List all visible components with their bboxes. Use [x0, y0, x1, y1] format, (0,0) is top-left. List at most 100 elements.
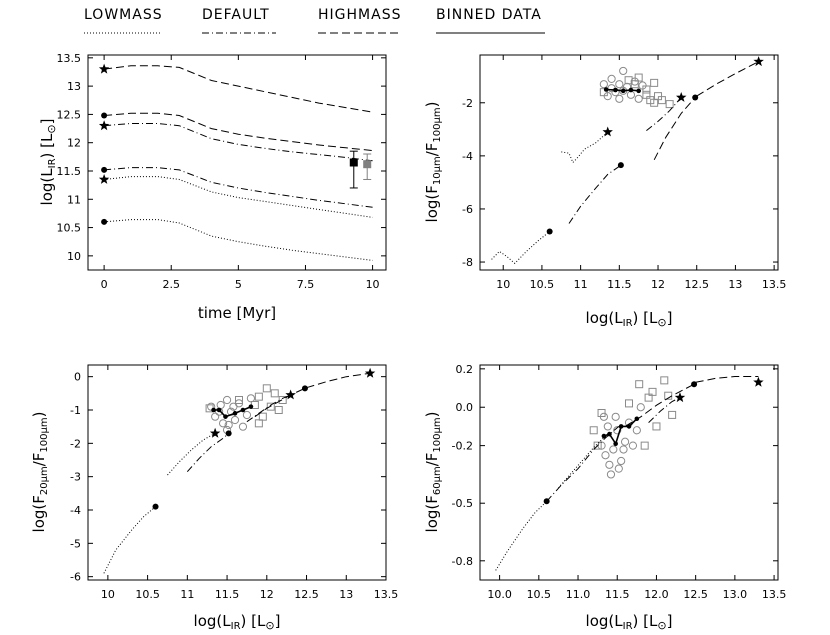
scatter-circle-point: [224, 420, 233, 430]
star-marker: [676, 92, 687, 102]
scatter-circle-point: [634, 94, 643, 103]
scatter-circle-point: [632, 426, 641, 435]
y-axis-label: log(F20μm/F100μm): [30, 412, 50, 533]
y-tick-label: -1: [70, 404, 81, 417]
series-line-lowmass-b: [104, 176, 373, 218]
scatter-square-point: [624, 76, 633, 85]
panel-frame: [479, 54, 779, 271]
series-line-lowmass-b: [561, 131, 609, 164]
x-tick-label: 10.0: [487, 588, 512, 601]
axis-ticks: 10 10.5 11 11.5 12 12.5 13 13.5 0 -1 -2 -3 -4 -5 -6: [70, 365, 398, 601]
legend-label-binned: BINNED DATA: [436, 7, 542, 23]
x-tick-label: 5: [235, 278, 242, 291]
dot-marker: [691, 381, 698, 388]
series-line-highmass-a: [254, 387, 306, 418]
scatter-circle-point: [216, 400, 225, 410]
scatter-circle-point: [211, 412, 220, 421]
marker-group: [152, 367, 376, 510]
binned-dot-marker: [601, 433, 607, 439]
series-line-highmass-a: [104, 112, 373, 152]
y-axis-label: log(F60μm/F100μm): [423, 412, 443, 533]
dot-marker: [692, 94, 699, 101]
y-tick-label: -0.8: [452, 555, 473, 568]
star-marker: [602, 126, 613, 137]
scatter-circle-point: [606, 470, 616, 479]
y-tick-label: 0: [74, 371, 81, 384]
y-tick-label: 13.5: [57, 52, 82, 65]
x-tick-label: 12: [260, 588, 274, 601]
binned-dot-marker: [626, 424, 632, 429]
y-tick-label: 11.5: [57, 165, 82, 178]
x-tick-label: 12.0: [644, 588, 669, 601]
y-tick-label: 10: [67, 250, 81, 263]
panel-frame: [87, 364, 387, 581]
x-tick-label: 10.5: [530, 278, 555, 291]
binned-dot-marker: [613, 87, 618, 93]
x-tick-label: 11: [180, 588, 194, 601]
star-marker: [364, 367, 376, 378]
scatter-circle-point: [619, 445, 628, 454]
x-tick-label: 10: [101, 588, 115, 601]
x-tick-label: 13: [339, 588, 353, 601]
x-tick-label: 11.5: [215, 588, 240, 601]
marker-group: [98, 63, 372, 225]
x-tick-label: 11.5: [605, 588, 630, 601]
dot-marker: [152, 503, 159, 510]
x-tick-label: 12: [651, 278, 665, 291]
marker-group: [546, 56, 764, 235]
y-tick-label: -6: [70, 571, 81, 584]
series-group: [103, 372, 371, 574]
scatter-circle-point: [230, 415, 240, 425]
scatter-circle-point: [238, 422, 248, 431]
scatter-circle-point: [615, 94, 624, 103]
legend-label-highmass: HIGHMASS: [318, 7, 401, 23]
y-tick-label: -4: [70, 504, 81, 517]
y-tick-label: -5: [70, 537, 81, 550]
x-tick-label: 13.5: [374, 588, 399, 601]
panel-luminosity-vs-time: 0 2.5 5 7.5 10 10 10.5 11 11.5 12 12.5 13 13.5 time …: [38, 52, 387, 322]
series-line-default-b: [646, 97, 682, 131]
scatter-circle-point: [615, 80, 624, 89]
y-tick-label: -0.2: [452, 440, 473, 453]
scatter-circle-point: [628, 441, 638, 450]
series-line-highmass-b: [695, 376, 759, 383]
y-axis-label: log(LIR) [L⊙]: [38, 119, 58, 206]
y-tick-label: -4: [462, 150, 473, 163]
y-tick-label: -6: [462, 203, 473, 216]
scatter-circle-point: [607, 74, 616, 83]
scatter-circle-point: [609, 445, 618, 454]
binned-square-marker: [363, 160, 372, 169]
scatter-square-point: [650, 98, 659, 107]
scatter-circle-point: [242, 410, 252, 420]
binned-dot-marker: [211, 407, 216, 413]
x-tick-label: 11.5: [607, 278, 632, 291]
panel-frame: [479, 364, 779, 581]
scatter-square-point: [254, 392, 263, 401]
star-marker: [753, 56, 764, 67]
scatter-square-point: [254, 419, 263, 428]
binned-dot-marker: [223, 414, 228, 419]
binned-dot-marker: [248, 404, 254, 409]
series-line-default-a: [568, 164, 622, 224]
x-axis-label: log(LIR) [L⊙]: [586, 612, 673, 632]
scatter-square-point: [270, 389, 279, 398]
marker-group: [543, 376, 764, 505]
series-line-lowmass-b: [167, 432, 216, 476]
scatter-square-point: [589, 426, 598, 435]
scatter-circle-point: [229, 402, 238, 411]
x-tick-label: 10: [366, 278, 380, 291]
scatter-square-point: [642, 90, 651, 99]
dot-marker: [101, 112, 108, 119]
y-tick-label: 12.5: [57, 108, 82, 121]
scatter-circle-point: [620, 437, 630, 446]
scatter-square-point: [599, 88, 608, 97]
scatter-square-point: [634, 73, 643, 82]
axis-ticks: 10.0 10.5 11.0 11.5 12.0 12.5 13.0 13.5 0.2 0.0 -0…: [452, 363, 787, 601]
star-marker: [285, 389, 296, 400]
series-line-lowmass-a: [491, 231, 551, 265]
x-tick-label: 12.5: [683, 588, 708, 601]
scatter-circle-point: [636, 403, 645, 412]
y-tick-label: 10.5: [57, 222, 82, 235]
series-line-default-a: [186, 432, 230, 473]
scatter-circle-point: [222, 395, 232, 405]
